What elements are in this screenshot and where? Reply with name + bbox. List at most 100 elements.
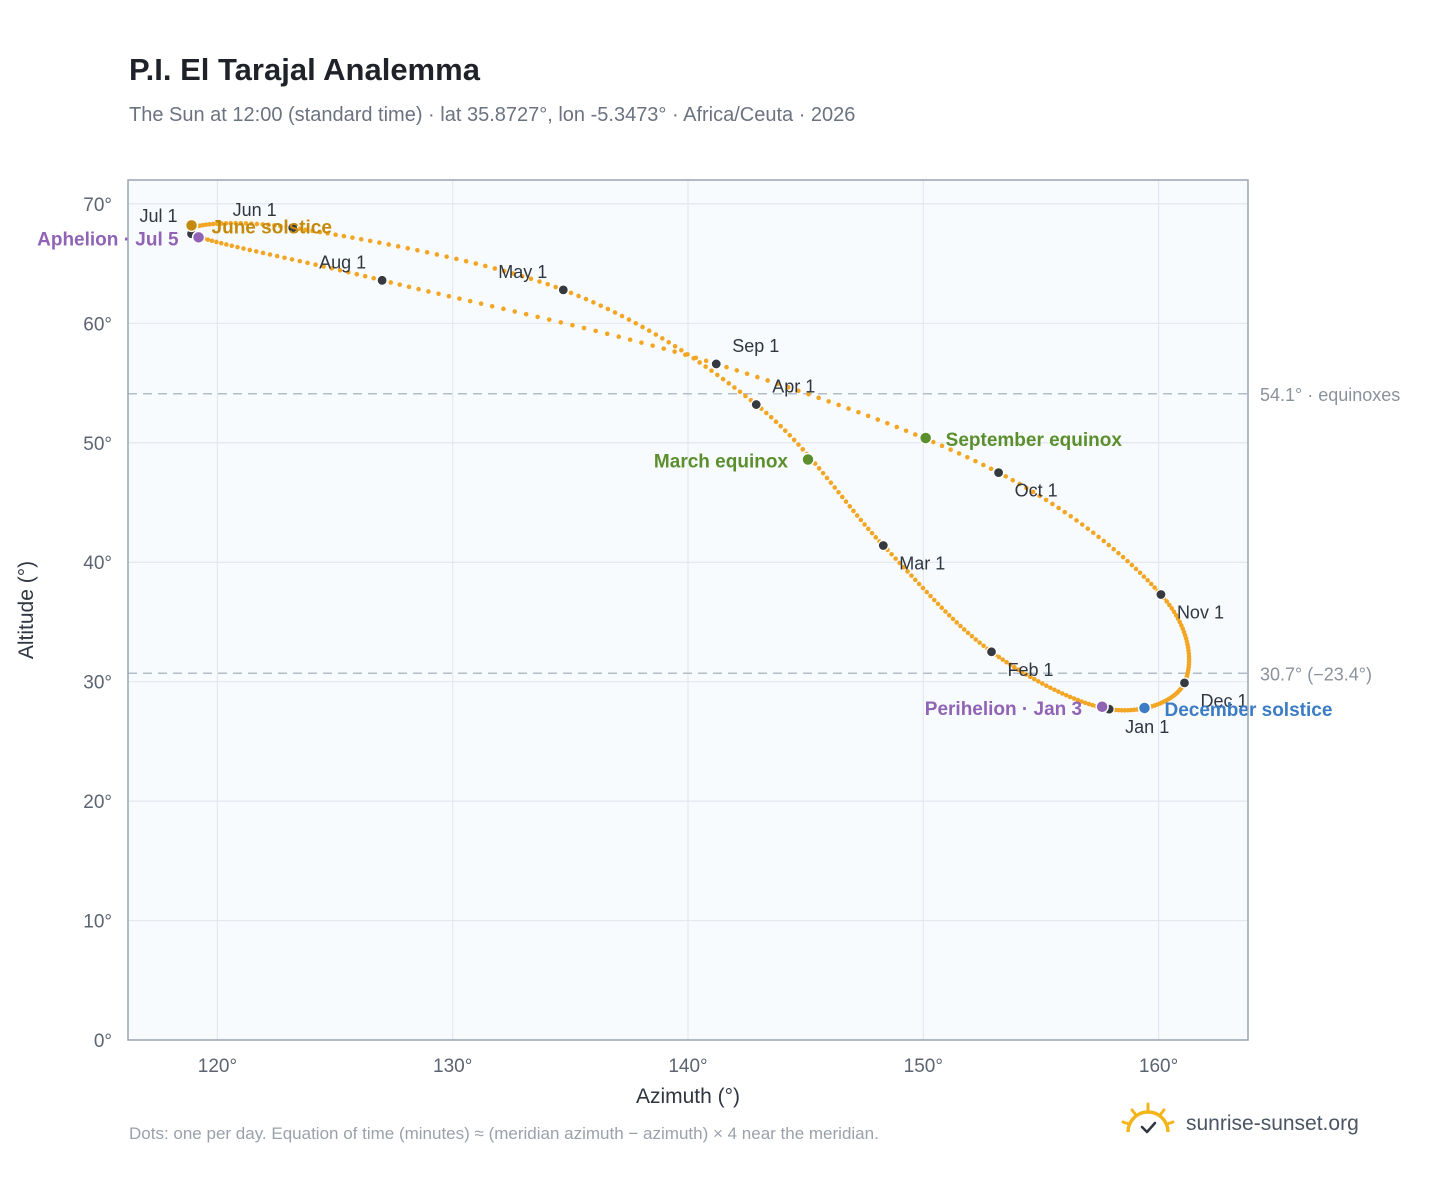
daily-dot — [865, 413, 871, 419]
daily-dot — [209, 238, 215, 244]
daily-dot — [1032, 676, 1037, 682]
daily-dot — [768, 415, 774, 420]
daily-dot — [313, 262, 318, 267]
brand-name[interactable]: sunrise-sunset.org — [1186, 1112, 1359, 1135]
daily-dot — [377, 240, 382, 245]
month-label: Dec 1 — [1200, 691, 1247, 711]
daily-dot — [238, 220, 244, 226]
y-tick-label: 0° — [94, 1031, 112, 1052]
daily-dot — [358, 236, 364, 242]
daily-dot — [869, 530, 875, 536]
month-marker — [1178, 677, 1191, 689]
daily-dot — [218, 240, 224, 246]
daily-dot — [591, 300, 596, 305]
month-marker — [992, 467, 1005, 479]
daily-dot — [1044, 683, 1049, 688]
daily-dot — [337, 267, 343, 273]
daily-dot — [434, 252, 440, 257]
daily-dot — [873, 535, 879, 540]
daily-dot — [492, 266, 498, 271]
daily-dot — [1071, 696, 1077, 701]
daily-dot — [661, 346, 667, 351]
x-axis-label: Azimuth (°) — [636, 1085, 740, 1108]
event-marker — [1137, 701, 1152, 715]
daily-dot — [1008, 662, 1013, 668]
daily-dot — [851, 508, 856, 514]
daily-dot — [889, 551, 894, 557]
daily-dot — [1096, 534, 1101, 540]
daily-dot — [1173, 612, 1179, 618]
daily-dot — [519, 273, 525, 279]
event-label: September equinox — [946, 430, 1123, 451]
daily-dot — [1052, 687, 1057, 693]
daily-dot — [765, 378, 770, 383]
daily-dot — [570, 322, 575, 328]
daily-dot — [672, 349, 677, 354]
daily-dot — [274, 253, 280, 259]
daily-dot — [1023, 672, 1029, 677]
daily-dot — [501, 268, 507, 274]
daily-dot — [1169, 606, 1175, 611]
daily-dot — [267, 252, 273, 257]
daily-dot — [981, 462, 986, 468]
daily-dot — [826, 399, 831, 404]
daily-dot — [928, 593, 933, 599]
daily-dot — [703, 358, 709, 364]
daily-dot — [254, 221, 260, 227]
daily-dot — [253, 249, 259, 254]
event-marker — [184, 218, 199, 233]
daily-dot — [537, 279, 542, 284]
daily-dot — [386, 242, 391, 247]
daily-dot — [1056, 689, 1061, 694]
brand[interactable]: sunrise-sunset.org — [1120, 1102, 1359, 1144]
daily-dot — [1037, 493, 1042, 499]
daily-dot — [523, 311, 529, 317]
daily-dot — [446, 293, 452, 299]
daily-dot — [946, 612, 952, 618]
daily-dot — [249, 221, 254, 226]
daily-dot — [272, 223, 277, 228]
event-marker — [801, 452, 815, 467]
daily-dot — [1000, 657, 1006, 662]
daily-dot — [773, 419, 779, 425]
daily-dot — [1079, 522, 1085, 527]
month-label: Mar 1 — [899, 554, 945, 574]
daily-dot — [619, 313, 625, 319]
daily-dot — [1082, 700, 1088, 706]
daily-dot — [1090, 702, 1095, 708]
month-marker — [1155, 588, 1167, 601]
daily-dot — [1027, 674, 1033, 680]
daily-dot — [371, 275, 376, 281]
daily-dot — [214, 239, 219, 245]
daily-dot — [732, 385, 737, 390]
daily-dot — [329, 266, 335, 271]
daily-dot — [924, 589, 930, 595]
daily-dot — [512, 309, 518, 314]
daily-dot — [948, 447, 953, 452]
daily-dot — [875, 417, 881, 422]
daily-dot — [1079, 699, 1084, 704]
daily-dot — [697, 360, 702, 365]
x-tick-label: 140° — [668, 1056, 707, 1077]
daily-dot — [679, 347, 684, 353]
daily-dot — [350, 235, 355, 240]
daily-dot — [847, 504, 853, 509]
daily-dot — [416, 286, 421, 292]
daily-dot — [1120, 554, 1126, 560]
daily-dot — [303, 227, 308, 233]
month-label: Oct 1 — [1015, 481, 1058, 501]
daily-dot — [1085, 526, 1091, 531]
daily-dot — [1116, 550, 1121, 556]
daily-dot — [553, 284, 558, 290]
month-marker — [877, 539, 889, 552]
daily-dot — [354, 271, 360, 277]
daily-dot — [913, 577, 918, 583]
daily-dot — [321, 264, 326, 269]
month-marker — [557, 284, 569, 296]
daily-dot — [297, 258, 303, 264]
daily-dot — [961, 627, 967, 632]
daily-dot — [791, 437, 797, 443]
daily-dot — [816, 395, 821, 401]
month-marker — [985, 646, 998, 658]
